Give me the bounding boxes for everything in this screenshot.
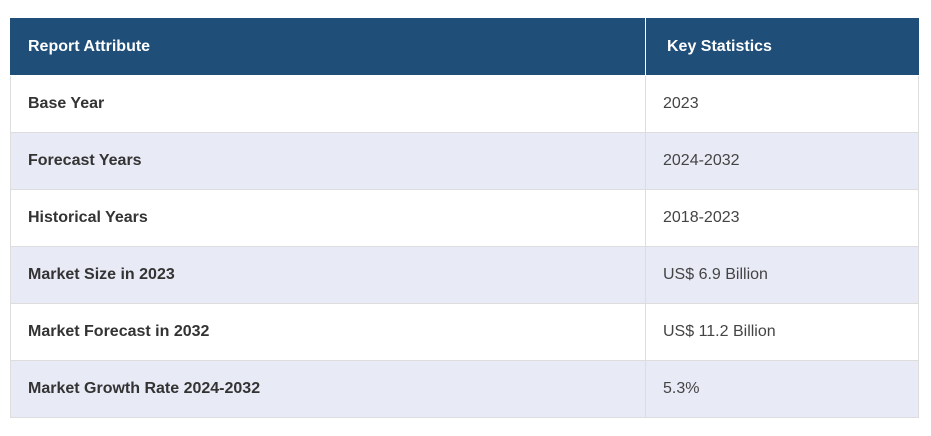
table-header-row: Report Attribute Key Statistics [10,18,919,76]
row-attribute: Base Year [10,75,646,133]
table-row: Historical Years 2018-2023 [10,189,919,247]
table-row: Market Forecast in 2032 US$ 11.2 Billion [10,303,919,361]
row-attribute: Market Forecast in 2032 [10,303,646,361]
row-attribute: Market Growth Rate 2024-2032 [10,360,646,418]
row-value: 5.3% [645,360,919,418]
row-value: US$ 6.9 Billion [645,246,919,304]
header-report-attribute: Report Attribute [10,18,646,76]
row-value: 2018-2023 [645,189,919,247]
row-value: US$ 11.2 Billion [645,303,919,361]
row-attribute: Forecast Years [10,132,646,190]
report-attributes-table: Report Attribute Key Statistics Base Yea… [10,18,919,418]
row-value: 2023 [645,75,919,133]
header-key-statistics: Key Statistics [645,18,919,76]
report-table-container: Report Attribute Key Statistics Base Yea… [10,18,919,418]
table-row: Market Growth Rate 2024-2032 5.3% [10,360,919,418]
table-row: Forecast Years 2024-2032 [10,132,919,190]
row-value: 2024-2032 [645,132,919,190]
row-attribute: Market Size in 2023 [10,246,646,304]
table-row: Market Size in 2023 US$ 6.9 Billion [10,246,919,304]
table-row: Base Year 2023 [10,75,919,133]
row-attribute: Historical Years [10,189,646,247]
